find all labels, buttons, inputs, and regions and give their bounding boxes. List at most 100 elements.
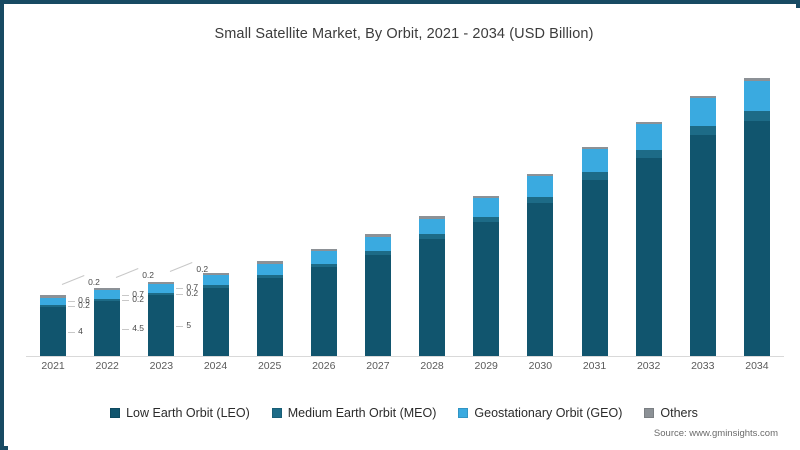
legend-swatch-icon-meo	[271, 408, 282, 418]
bar-segment-2022-others	[94, 287, 121, 291]
bar-column-2025[interactable]	[256, 261, 283, 356]
data-label-leader	[176, 293, 184, 295]
bar-column-2029[interactable]	[473, 196, 500, 356]
bar-column-2027[interactable]	[364, 234, 391, 356]
data-label-2022-3: 0.2	[142, 269, 155, 280]
bar-segment-2022-geostationaryorbitgeo	[94, 290, 121, 299]
bar-segment-2033-lowearthorbitleo	[689, 134, 716, 356]
data-label-leader	[61, 275, 85, 286]
x-axis-line	[26, 356, 784, 357]
x-label-2027: 2027	[366, 360, 390, 372]
bar-column-2032[interactable]	[635, 121, 662, 356]
bar-segment-2023-lowearthorbitleo	[148, 295, 175, 356]
legend-item-leo[interactable]: Low Earth Orbit (LEO)	[110, 406, 250, 420]
data-label-2021-2: 0.6	[78, 295, 90, 306]
data-label-2021-3: 0.2	[88, 277, 100, 288]
bar-column-2034[interactable]	[743, 78, 770, 356]
bar-segment-2026-lowearthorbitleo	[310, 267, 337, 356]
bar-segment-2030-geostationaryorbitgeo	[527, 175, 554, 197]
x-label-2026: 2026	[312, 360, 336, 372]
legend-swatch-icon-geo	[458, 408, 469, 418]
bar-column-2030[interactable]	[527, 173, 554, 356]
data-label-leader	[68, 301, 76, 303]
bar-segment-2026-mediumearthorbitmeo	[310, 263, 337, 268]
x-label-2022: 2022	[95, 360, 119, 372]
bar-column-2022[interactable]	[94, 287, 121, 356]
bar-segment-2031-lowearthorbitleo	[581, 179, 608, 356]
data-label-leader	[170, 261, 193, 272]
bar-segment-2028-lowearthorbitleo	[419, 239, 446, 356]
bar-segment-2025-lowearthorbitleo	[256, 278, 283, 356]
bar-segment-2028-mediumearthorbitmeo	[419, 234, 446, 240]
x-label-2034: 2034	[745, 360, 769, 372]
bar-segment-2023-mediumearthorbitmeo	[148, 292, 175, 296]
chart-title: Small Satellite Market, By Orbit, 2021 -…	[214, 26, 594, 42]
bar-segment-2033-mediumearthorbitmeo	[689, 126, 716, 135]
x-label-2030: 2030	[528, 360, 553, 372]
data-label-leader	[68, 331, 76, 333]
bar-segment-2021-lowearthorbitleo	[40, 307, 67, 356]
bar-segment-2032-others	[635, 121, 662, 125]
x-label-2025: 2025	[257, 360, 282, 372]
bar-segment-2024-geostationaryorbitgeo	[202, 275, 229, 285]
bar-column-2028[interactable]	[419, 216, 446, 356]
bar-segment-2021-mediumearthorbitmeo	[40, 304, 67, 308]
x-label-2032: 2032	[636, 360, 661, 372]
bar-segment-2027-mediumearthorbitmeo	[364, 250, 391, 256]
chart-inner-border	[8, 8, 800, 450]
bar-segment-2033-geostationaryorbitgeo	[689, 98, 716, 127]
bar-column-2026[interactable]	[310, 248, 337, 356]
bar-segment-2024-mediumearthorbitmeo	[202, 284, 229, 288]
bar-segment-2025-mediumearthorbitmeo	[256, 274, 283, 279]
data-label-leader	[176, 288, 184, 290]
legend-label-geo: Geostationary Orbit (GEO)	[474, 406, 623, 420]
bar-segment-2032-geostationaryorbitgeo	[635, 124, 662, 150]
bar-segment-2029-mediumearthorbitmeo	[473, 216, 500, 223]
bar-segment-2034-geostationaryorbitgeo	[743, 81, 770, 112]
bar-segment-2025-others	[256, 261, 283, 264]
bar-segment-2024-lowearthorbitleo	[202, 287, 229, 356]
data-label-leader	[122, 328, 130, 330]
data-label-leader	[68, 306, 76, 308]
data-label-leader	[176, 325, 184, 327]
data-label-leader	[116, 267, 139, 278]
plot-area: 4 0.2 0.6 0.2 4.5 0.2 0.7 0.2 5 0.2 0.7 0.2	[26, 64, 784, 356]
data-label-2022-1: 0.2	[132, 294, 145, 305]
data-label-2023-3: 0.2	[196, 263, 209, 274]
x-label-2024: 2024	[203, 360, 228, 372]
bar-segment-2023-others	[148, 281, 175, 285]
bar-segment-2032-lowearthorbitleo	[635, 157, 662, 356]
bar-column-2031[interactable]	[581, 146, 608, 356]
bar-column-2021[interactable]	[40, 295, 67, 356]
legend-label-leo: Low Earth Orbit (LEO)	[126, 406, 250, 420]
legend-item-others[interactable]: Others	[644, 406, 698, 420]
data-label-leader	[122, 294, 130, 296]
bar-segment-2028-geostationaryorbitgeo	[419, 218, 446, 235]
bar-segment-2029-others	[473, 196, 500, 199]
bar-segment-2026-others	[310, 248, 337, 252]
x-label-2031: 2031	[582, 360, 607, 372]
legend-item-meo[interactable]: Medium Earth Orbit (MEO)	[271, 406, 437, 420]
legend-label-meo: Medium Earth Orbit (MEO)	[287, 406, 437, 420]
bar-segment-2029-lowearthorbitleo	[473, 222, 500, 356]
bar-segment-2029-geostationaryorbitgeo	[473, 198, 500, 217]
data-label-2022-2: 0.7	[132, 288, 145, 299]
bar-segment-2027-others	[364, 234, 391, 237]
bar-segment-2021-geostationaryorbitgeo	[40, 297, 67, 305]
bar-segment-2021-others	[40, 295, 67, 298]
bar-column-2033[interactable]	[689, 95, 716, 356]
legend-swatch-icon-leo	[110, 408, 121, 418]
source-note: Source: www.gminsights.com	[653, 428, 778, 439]
bar-segment-2030-others	[527, 173, 554, 176]
x-label-2033: 2033	[691, 360, 715, 372]
x-axis-labels: 2021 2022 2023 2024 2025 2026 2027 2028 2029 2030…	[26, 360, 784, 380]
legend-item-geo[interactable]: Geostationary Orbit (GEO)	[458, 406, 622, 420]
data-label-2023-0: 5	[186, 319, 192, 330]
bar-column-2023[interactable]	[148, 281, 175, 356]
data-label-leader	[122, 300, 130, 302]
bar-segment-2030-mediumearthorbitmeo	[527, 196, 554, 203]
bar-segment-2034-mediumearthorbitmeo	[743, 111, 770, 122]
bar-column-2024[interactable]	[202, 272, 229, 356]
bar-segment-2028-others	[419, 216, 446, 219]
